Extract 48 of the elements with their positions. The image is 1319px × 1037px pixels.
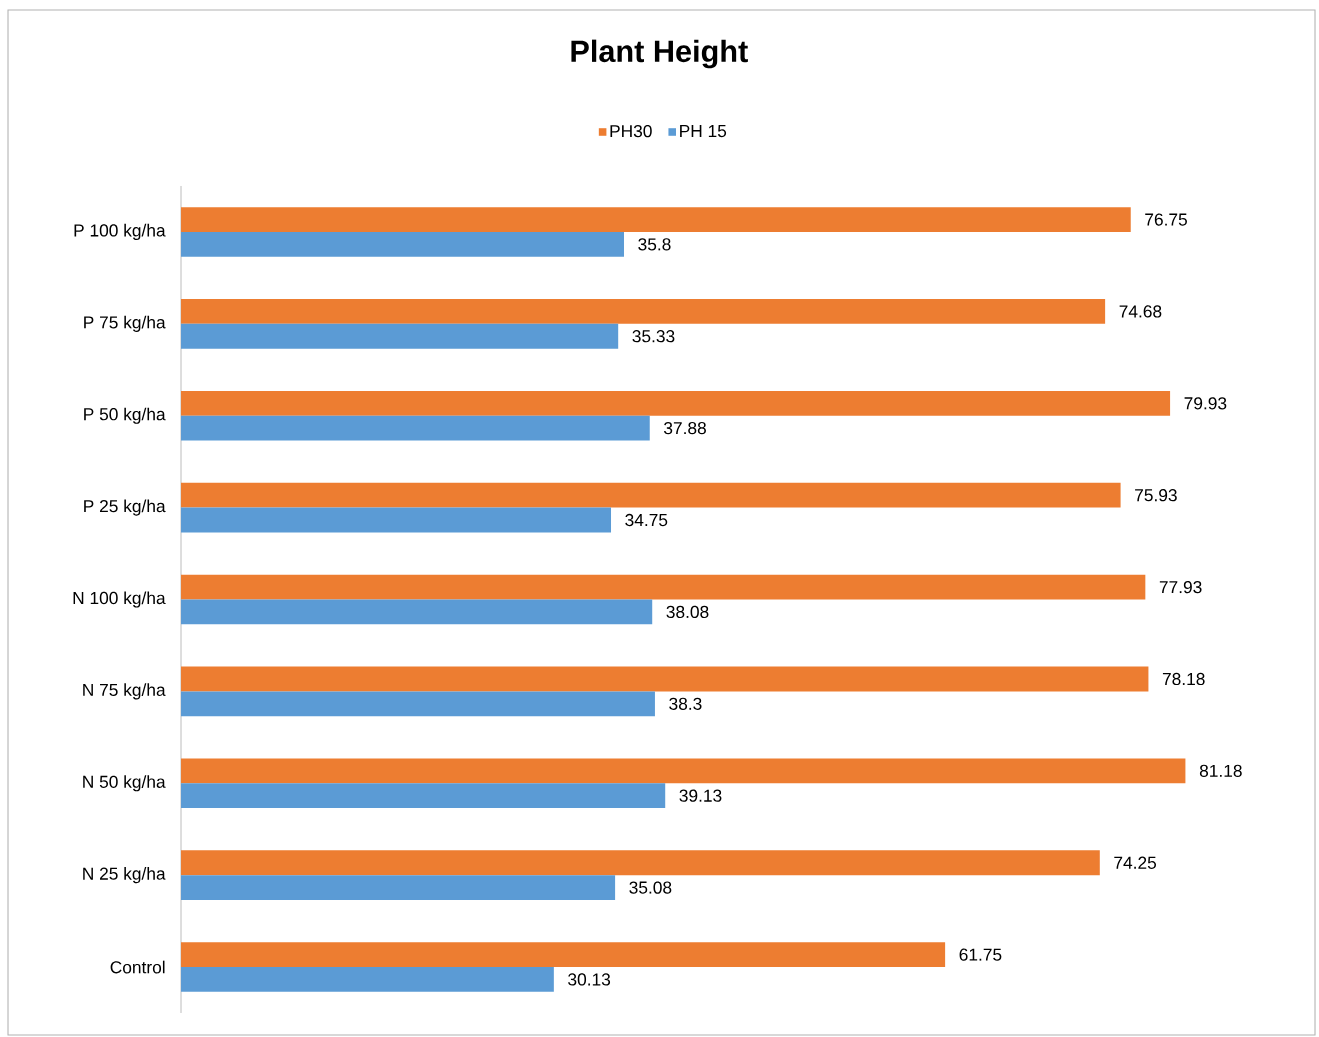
bar [181, 850, 1100, 876]
data-label: 38.3 [669, 697, 702, 710]
bar [181, 482, 1121, 508]
legend-label: PH30 [610, 124, 652, 138]
data-label: 34.75 [625, 513, 668, 527]
data-label: 38.08 [666, 605, 709, 619]
bar [181, 875, 616, 900]
data-label: 30.13 [568, 973, 611, 986]
y-tick-label: N 25 kg/ha [83, 867, 166, 884]
bar [181, 574, 1146, 600]
data-label: 74.25 [1114, 856, 1157, 869]
data-label: 79.93 [1184, 397, 1227, 410]
bar [181, 231, 625, 257]
bar [181, 323, 619, 349]
y-tick-label: Control [110, 960, 165, 974]
data-label: 35.33 [632, 330, 675, 343]
bar [181, 507, 612, 533]
bar [181, 207, 1131, 232]
data-label: 78.18 [1162, 672, 1205, 686]
data-label: 39.13 [679, 789, 722, 802]
data-label: 76.75 [1145, 213, 1187, 226]
bar [181, 599, 653, 625]
data-label: 37.88 [664, 421, 706, 435]
bar [181, 967, 554, 992]
y-tick-label: P 75 kg/ha [84, 315, 166, 332]
bar [181, 666, 1149, 692]
y-tick-label: N 100 kg/ha [73, 591, 166, 608]
data-label: 81.18 [1199, 764, 1242, 777]
bar [181, 299, 1106, 324]
y-tick-label: N 75 kg/ha [83, 683, 166, 700]
bar [181, 691, 655, 717]
bar [181, 415, 650, 441]
bar [181, 783, 666, 809]
data-label: 61.75 [959, 948, 1002, 961]
y-tick-label: P 50 kg/ha [84, 407, 166, 424]
data-label: 74.68 [1119, 305, 1162, 318]
chart-title: Plant Height [571, 39, 748, 69]
y-tick-label: P 25 kg/ha [84, 499, 166, 516]
bar [181, 758, 1186, 784]
data-label: 35.8 [638, 238, 671, 251]
data-label: 35.08 [629, 881, 672, 894]
bar [181, 942, 946, 968]
y-tick-label: P 100 kg/ha [74, 223, 166, 241]
legend-label: PH 15 [680, 125, 727, 138]
data-label: 75.93 [1135, 489, 1177, 502]
bar [181, 390, 1171, 416]
y-tick-label: N 50 kg/ha [83, 775, 166, 792]
data-label: 77.93 [1159, 580, 1202, 594]
